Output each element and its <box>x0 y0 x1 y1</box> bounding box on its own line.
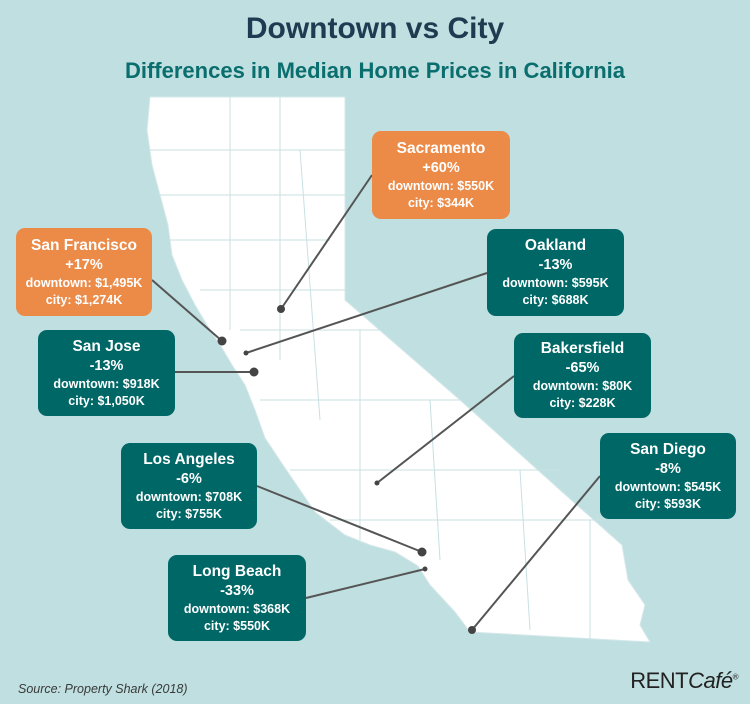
city-markers <box>217 305 476 634</box>
city-card-san-diego: San Diego -8% downtown: $545K city: $593… <box>600 433 736 519</box>
city-change: +60% <box>422 159 460 176</box>
city-price: city: $755K <box>155 506 222 521</box>
rentcafe-logo: RENTCafé® <box>630 668 738 694</box>
city-name: Los Angeles <box>143 450 235 468</box>
marker-bakersfield <box>374 480 380 486</box>
city-change: -6% <box>176 470 202 487</box>
downtown-price: downtown: $368K <box>183 601 291 616</box>
city-card-bakersfield: Bakersfield -65% downtown: $80K city: $2… <box>514 333 651 418</box>
city-price: city: $1,050K <box>68 393 145 408</box>
city-change: -65% <box>565 360 600 376</box>
city-price: city: $1,274K <box>45 292 123 307</box>
city-card-san-francisco: San Francisco +17% downtown: $1,495K cit… <box>16 228 152 316</box>
city-change: -8% <box>655 460 681 477</box>
downtown-price: downtown: $1,495K <box>25 275 143 290</box>
city-change: -33% <box>220 582 254 599</box>
city-name: San Jose <box>72 337 141 355</box>
city-card-oakland: Oakland -13% downtown: $595K city: $688K <box>487 229 624 316</box>
logo-mark: ® <box>732 672 739 682</box>
page-subtitle: Differences in Median Home Prices in Cal… <box>124 58 626 83</box>
page-title: Downtown vs City <box>245 12 505 45</box>
city-name: San Diego <box>630 440 706 458</box>
downtown-price: downtown: $595K <box>502 276 609 290</box>
city-name: Sacramento <box>396 139 486 157</box>
downtown-price: downtown: $80K <box>532 379 633 393</box>
downtown-price: downtown: $918K <box>53 376 160 391</box>
city-price: city: $593K <box>634 496 701 511</box>
marker-san-francisco <box>217 336 227 346</box>
city-card-sacramento: Sacramento +60% downtown: $550K city: $3… <box>372 131 510 219</box>
downtown-price: downtown: $545K <box>614 479 722 494</box>
logo-main: RENT <box>630 668 689 693</box>
city-price: city: $344K <box>407 195 474 210</box>
california-outline <box>146 96 651 643</box>
marker-san-diego <box>468 626 476 634</box>
marker-los-angeles <box>417 547 427 557</box>
city-change: +17% <box>65 256 103 273</box>
city-price: city: $228K <box>549 396 616 410</box>
city-name: San Francisco <box>31 236 137 254</box>
marker-san-jose <box>249 367 259 377</box>
city-price: city: $688K <box>522 293 589 307</box>
county-borders <box>150 97 600 640</box>
leader-lines <box>151 174 601 631</box>
marker-oakland <box>243 350 249 356</box>
logo-accent: Café <box>688 668 733 693</box>
city-price: city: $550K <box>203 618 270 633</box>
downtown-price: downtown: $708K <box>135 489 243 504</box>
downtown-price: downtown: $550K <box>387 178 495 193</box>
city-change: -13% <box>538 257 573 273</box>
marker-long-beach <box>422 566 428 572</box>
city-change: -13% <box>89 357 124 374</box>
marker-sacramento <box>277 305 285 313</box>
source-note: Source: Property Shark (2018) <box>18 682 188 696</box>
city-name: Oakland <box>524 237 587 254</box>
city-name: Bakersfield <box>540 340 625 357</box>
city-card-los-angeles: Los Angeles -6% downtown: $708K city: $7… <box>121 443 257 529</box>
city-card-long-beach: Long Beach -33% downtown: $368K city: $5… <box>168 555 306 641</box>
city-name: Long Beach <box>192 562 282 580</box>
city-card-san-jose: San Jose -13% downtown: $918K city: $1,0… <box>38 330 175 416</box>
